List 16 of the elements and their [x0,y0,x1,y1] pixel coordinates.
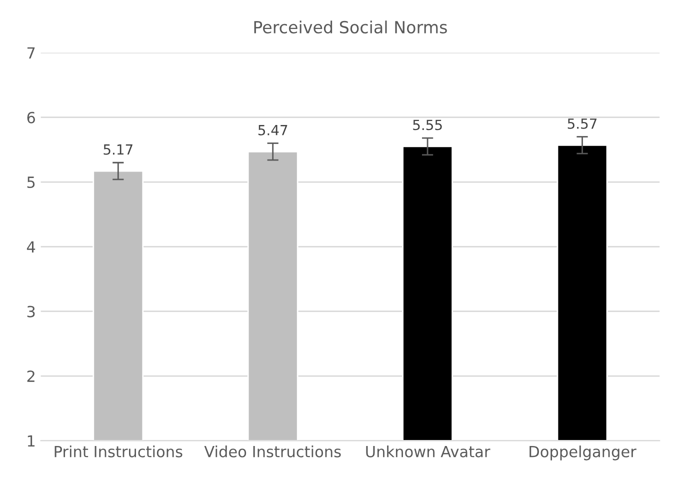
x-tick-label: Unknown Avatar [366,446,490,458]
y-tick-label: 3 [27,306,35,318]
y-tick-label: 4 [26,241,36,252]
data-label: 5.47 [258,125,288,136]
x-tick-label: Print Instructions [54,446,182,458]
x-tick-label: Video Instructions [204,446,341,458]
y-tick-label: 2 [27,370,34,382]
data-label: 5.17 [104,144,132,155]
y-tick-label: 1 [28,435,35,446]
data-label: 5.57 [568,118,597,129]
chart-title: Perceived Social Norms [254,20,447,34]
y-tick-label: 7 [27,47,35,58]
x-tick-label: Doppelganger [530,446,636,460]
y-tick-label: 6 [27,112,35,124]
y-tick-label: 5 [27,176,35,188]
data-label: 5.55 [413,120,442,130]
